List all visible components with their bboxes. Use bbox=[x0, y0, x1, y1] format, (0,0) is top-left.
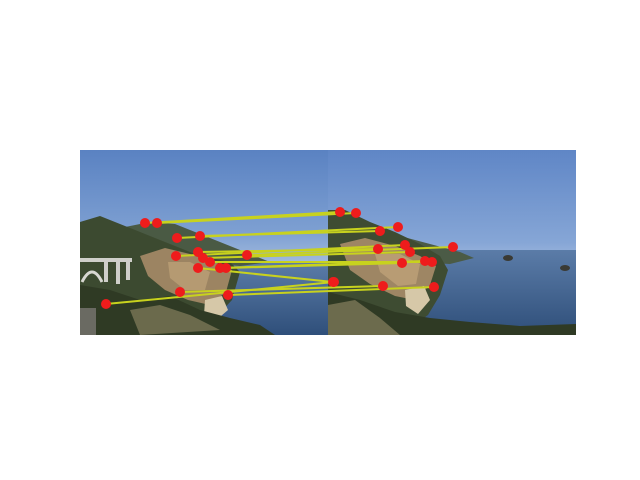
keypoint-right bbox=[420, 256, 430, 266]
match-line bbox=[246, 246, 454, 256]
match-line bbox=[179, 285, 384, 293]
keypoint-left bbox=[193, 263, 203, 273]
keypoint-left bbox=[223, 290, 233, 300]
keypoint-right bbox=[393, 222, 403, 232]
keypoint-right bbox=[351, 208, 361, 218]
keypoint-left bbox=[242, 250, 252, 260]
keypoint-right bbox=[329, 277, 339, 287]
left-photo bbox=[80, 150, 328, 335]
keypoint-left bbox=[172, 233, 182, 243]
keypoint-left bbox=[101, 299, 111, 309]
keypoint-right bbox=[448, 242, 458, 252]
match-line bbox=[156, 212, 357, 224]
keypoint-left bbox=[175, 287, 185, 297]
keypoint-right bbox=[335, 207, 345, 217]
keypoint-left bbox=[140, 218, 150, 228]
match-line bbox=[105, 281, 335, 305]
match-lines bbox=[105, 211, 454, 305]
bridge bbox=[80, 258, 132, 284]
keypoint-right bbox=[405, 247, 415, 257]
match-line bbox=[199, 230, 381, 237]
keypoint-right bbox=[397, 258, 407, 268]
keypoint-right bbox=[400, 240, 410, 250]
keypoint-left bbox=[152, 218, 162, 228]
match-line bbox=[225, 262, 403, 269]
keypoint-right bbox=[375, 226, 385, 236]
keypoints bbox=[101, 207, 458, 309]
keypoint-left bbox=[171, 251, 181, 261]
match-line bbox=[227, 286, 435, 296]
keypoint-right bbox=[429, 282, 439, 292]
match-line bbox=[197, 248, 379, 253]
keypoint-right bbox=[373, 244, 383, 254]
keypoint-left bbox=[195, 231, 205, 241]
keypoint-left bbox=[205, 257, 215, 267]
keypoint-left bbox=[221, 263, 231, 273]
keypoint-right bbox=[378, 281, 388, 291]
